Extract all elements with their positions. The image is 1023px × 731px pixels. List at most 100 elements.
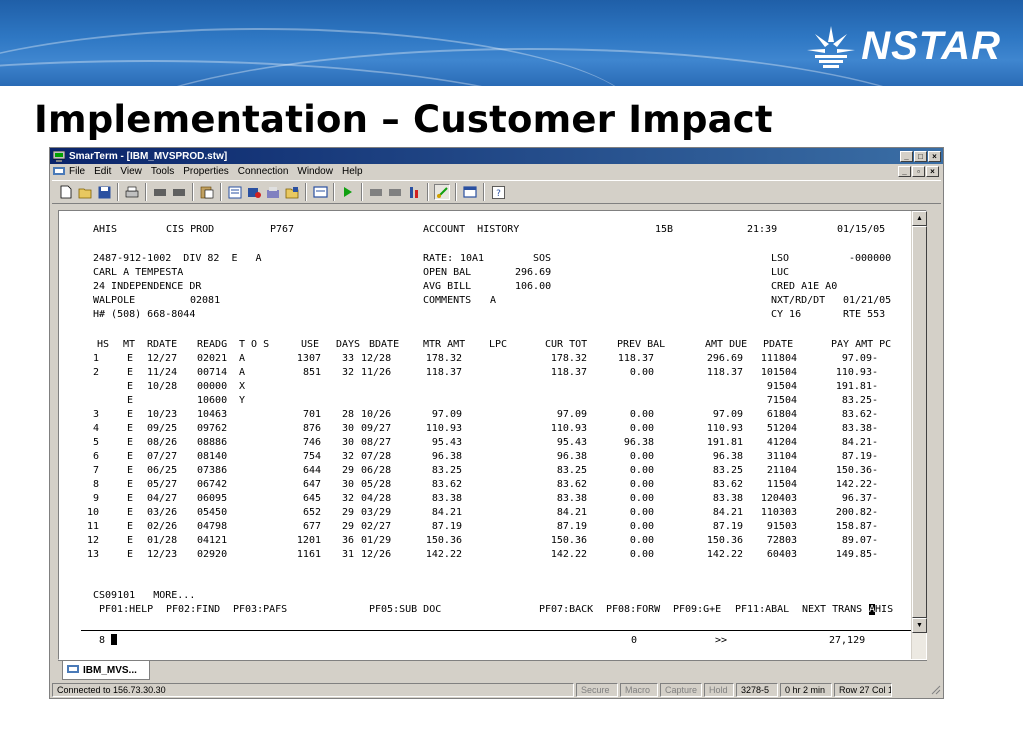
cell-hs: 9 [92,493,99,504]
record-icon[interactable] [368,184,384,200]
cell-hs: 7 [92,465,99,476]
header-time: 21:39 [747,224,778,235]
cell-pdate: 51204 [766,423,797,434]
screen-title: ACCOUNT HISTORY [423,224,520,235]
cell-readg: 07386 [197,465,228,476]
hotspot-icon[interactable] [406,184,422,200]
pf02-key[interactable]: PF02:FIND [166,604,221,615]
edit-icon[interactable] [434,184,450,200]
cell-cur-tot: 178.32 [550,353,587,364]
capture-icon[interactable] [227,184,243,200]
cell-cur-tot: 84.21 [556,507,587,518]
pf05-key[interactable]: PF05:SUB DOC [369,604,442,615]
cell-cur-tot: 97.09 [556,409,587,420]
cell-pay-amt: 158.87- [835,521,878,532]
menu-properties[interactable]: Properties [183,166,229,177]
display-icon[interactable] [312,184,328,200]
doc-restore-button[interactable]: ▫ [912,166,925,177]
cell-use: 644 [302,465,321,476]
paste-icon[interactable] [199,184,215,200]
cut-icon[interactable] [152,184,168,200]
doc-close-button[interactable]: × [926,166,939,177]
menu-connection[interactable]: Connection [237,166,289,177]
print-icon[interactable] [124,184,140,200]
column-header-tos: T O S [239,339,270,350]
cell-mt: E [127,465,134,476]
save-icon[interactable] [96,184,112,200]
svg-text:?: ? [496,189,501,199]
cell-readg: 10600 [197,395,228,406]
cell-readg: 08140 [197,451,228,462]
menu-file[interactable]: File [69,166,86,177]
cred-label: CRED A1E A0 [771,281,838,292]
cell-days: 30 [341,479,354,490]
column-header-prev-bal: PREV BAL [617,339,666,350]
send-icon[interactable] [246,184,262,200]
command-prefix: 8 [99,635,106,646]
close-button[interactable]: × [928,150,941,162]
cell-mtr-amt: 87.19 [431,521,462,532]
next-trans-input[interactable]: AHIS [869,603,893,617]
cell-prev-bal: 0.00 [629,479,654,490]
cell-readg: 04798 [197,521,228,532]
scroll-down-button[interactable]: ▼ [912,618,927,633]
menu-view[interactable]: View [120,166,142,177]
cell-pay-amt: 89.07- [841,535,878,546]
pf07-key[interactable]: PF07:BACK [539,604,594,615]
cell-pay-amt: 83.38- [841,423,878,434]
menu-window[interactable]: Window [297,166,333,177]
cell-pdate: 91503 [766,521,797,532]
cell-use: 645 [302,493,321,504]
session-tab[interactable]: IBM_MVS... [62,661,150,680]
receive-icon[interactable] [265,184,281,200]
cell-pay-amt: 96.37- [841,493,878,504]
new-icon[interactable] [58,184,74,200]
pf09-key[interactable]: PF09:G+E [673,604,722,615]
slide-banner: NSTAR [0,0,1023,86]
doc-minimize-button[interactable]: _ [898,166,911,177]
open-icon[interactable] [77,184,93,200]
help-icon[interactable]: ? [490,184,506,200]
command-input[interactable]: 8 [99,634,118,648]
cell-pdate: 31104 [766,451,797,462]
window-titlebar[interactable]: SmarTerm - [IBM_MVSPROD.stw] _ □ × [50,148,943,164]
stop-icon[interactable] [387,184,403,200]
pf11-key[interactable]: PF11:ABAL [735,604,790,615]
menu-tools[interactable]: Tools [150,166,175,177]
cell-amt-due: 83.62 [712,479,743,490]
cell-prev-bal: 0.00 [629,535,654,546]
vertical-scrollbar[interactable]: ▲ ▼ [911,211,927,659]
pf08-key[interactable]: PF08:FORW [606,604,661,615]
cell-rdate: 04/27 [147,493,178,504]
cell-cur-tot: 110.93 [550,423,587,434]
cell-pdate: 72803 [766,535,797,546]
pf01-key[interactable]: PF01:HELP [99,604,154,615]
cell-bdate: 01/29 [361,535,392,546]
terminal-screen[interactable]: AHIS CIS PROD P767 ACCOUNT HISTORY 15B 2… [59,211,911,659]
maximize-button[interactable]: □ [914,150,927,162]
pf03-key[interactable]: PF03:PAFS [233,604,288,615]
scroll-thumb[interactable] [912,226,927,618]
column-header-pdate: PDATE [763,339,794,350]
customer-phone: H# (508) 668-8044 [93,309,196,320]
toolbar: ? [52,180,941,204]
system-name: CIS PROD [166,224,215,235]
copy-icon[interactable] [171,184,187,200]
cell-amt-due: 118.37 [706,367,743,378]
menu-help[interactable]: Help [341,166,363,177]
scroll-up-button[interactable]: ▲ [912,211,927,226]
cell-mt: E [127,353,134,364]
resize-grip-icon[interactable] [929,683,941,695]
minimize-button[interactable]: _ [900,150,913,162]
cell-amt-due: 96.38 [712,451,743,462]
slide-title: Implementation – Customer Impact [34,98,773,141]
play-icon[interactable] [340,184,356,200]
cell-cur-tot: 83.38 [556,493,587,504]
macro-icon[interactable] [284,184,300,200]
cell-prev-bal: 0.00 [629,521,654,532]
nstar-logo: NSTAR [805,24,1001,68]
cell-mtr-amt: 150.36 [425,535,462,546]
session-menu-icon[interactable] [53,166,65,177]
window-icon[interactable] [462,184,478,200]
menu-edit[interactable]: Edit [94,166,112,177]
